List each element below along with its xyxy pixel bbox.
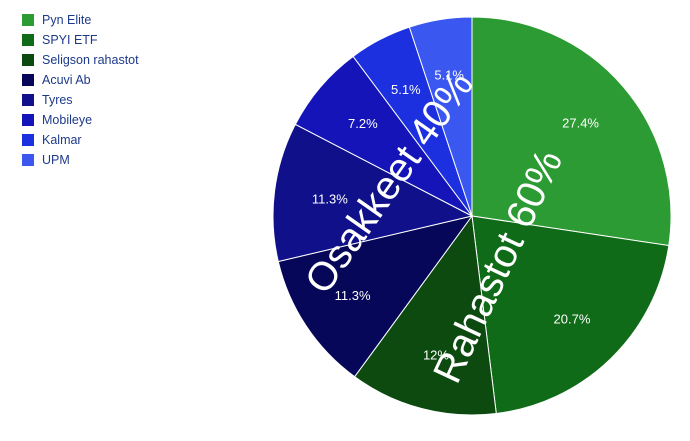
pie-slice-seligson-rahastot xyxy=(353,214,497,416)
legend-item-upm: UPM xyxy=(22,150,139,170)
legend-swatch xyxy=(22,54,34,66)
legend-item-pyn-elite: Pyn Elite xyxy=(22,10,139,30)
legend-swatch xyxy=(22,14,34,26)
slice-labels: 27.4% 20.7% 12% 11.3% 11.3% 7.2% 5.1% 5.1% xyxy=(312,68,600,363)
pie-slice-acuvi-ab xyxy=(277,215,474,378)
legend-item-acuvi-ab: Acuvi Ab xyxy=(22,70,139,90)
legend-label: Mobileye xyxy=(42,113,93,127)
legend-label: Pyn Elite xyxy=(42,13,92,27)
slice-label-mobileye: 7.2% xyxy=(348,116,378,131)
pie-slice-spyi-etf xyxy=(471,215,670,415)
legend-label: Tyres xyxy=(42,93,73,107)
legend-swatch xyxy=(22,154,34,166)
pie-slice-upm xyxy=(408,16,473,217)
slice-label-tyres: 11.3% xyxy=(312,191,348,206)
legend-item-kalmar: Kalmar xyxy=(22,130,139,150)
legend-swatch xyxy=(22,74,34,86)
slice-label-seligson-rahastot: 12% xyxy=(423,348,449,363)
legend-swatch xyxy=(22,114,34,126)
pie-slices xyxy=(272,16,672,416)
legend-label: SPYI ETF xyxy=(42,33,98,47)
legend-label: Kalmar xyxy=(42,133,82,147)
legend-swatch xyxy=(22,134,34,146)
legend-swatch xyxy=(22,94,34,106)
legend-label: Acuvi Ab xyxy=(42,73,91,87)
pie-slice-tyres xyxy=(272,123,474,263)
legend-label: Seligson rahastot xyxy=(42,53,139,67)
slice-label-upm: 5.1% xyxy=(434,68,464,83)
legend: Pyn Elite SPYI ETF Seligson rahastot Acuvi … xyxy=(22,10,139,170)
legend-item-seligson-rahastot: Seligson rahastot xyxy=(22,50,139,70)
legend-label: UPM xyxy=(42,153,70,167)
slice-label-acuvi-ab: 11.3% xyxy=(335,288,371,303)
legend-item-mobileye: Mobileye xyxy=(22,110,139,130)
slice-label-pyn-elite: 27.4% xyxy=(562,116,599,131)
legend-item-tyres: Tyres xyxy=(22,90,139,110)
slice-label-kalmar: 5.1% xyxy=(391,82,421,97)
legend-item-spyi-etf: SPYI ETF xyxy=(22,30,139,50)
pie-slice-pyn-elite xyxy=(471,16,672,247)
slice-label-spyi-etf: 20.7% xyxy=(554,312,591,327)
legend-swatch xyxy=(22,34,34,46)
